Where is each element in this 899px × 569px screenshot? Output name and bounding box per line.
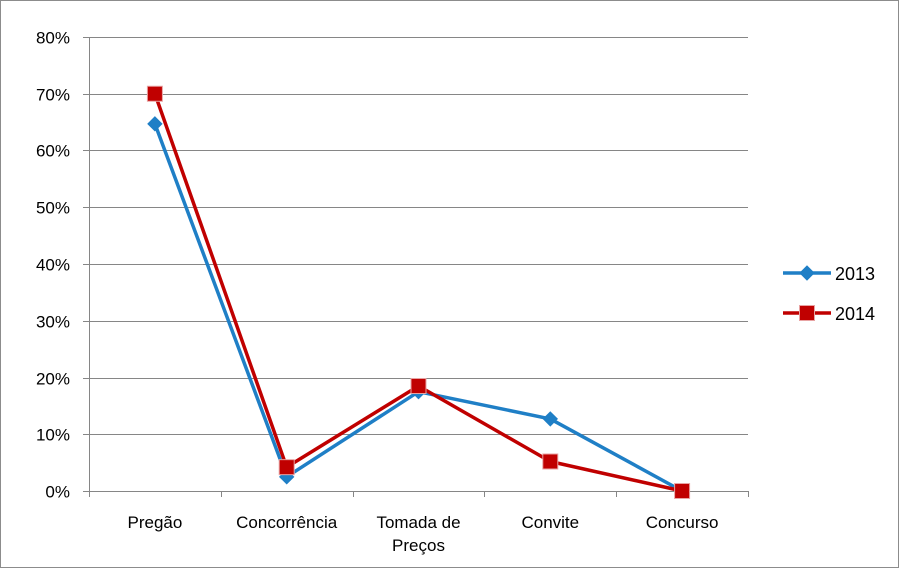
y-tick-label: 80% xyxy=(36,29,70,48)
legend-marker xyxy=(799,305,815,321)
y-tick-label: 30% xyxy=(36,313,70,332)
series-line xyxy=(153,93,683,493)
x-tick-label: Tomada de Preços xyxy=(376,513,460,555)
data-point xyxy=(674,483,691,499)
y-tick-label: 40% xyxy=(36,256,70,275)
legend-item-2013: 2013 xyxy=(783,264,875,284)
data-point xyxy=(542,453,559,470)
series-2014 xyxy=(146,85,691,499)
y-tick-label: 50% xyxy=(36,199,70,218)
x-tick-label: Convite xyxy=(521,513,579,532)
y-tick-label: 0% xyxy=(45,483,70,502)
legend: 2013 2014 xyxy=(783,264,875,324)
y-tick-label: 20% xyxy=(36,370,70,389)
axes xyxy=(83,37,749,497)
y-tick-label: 60% xyxy=(36,142,70,161)
data-point xyxy=(146,85,163,102)
x-tick-label: Concorrência xyxy=(236,513,338,532)
y-tick-label: 70% xyxy=(36,86,70,105)
gridlines xyxy=(89,37,748,435)
legend-item-2014: 2014 xyxy=(783,304,875,324)
data-point xyxy=(278,459,295,476)
y-tick-label: 10% xyxy=(36,426,70,445)
data-point xyxy=(410,378,427,395)
legend-label: 2013 xyxy=(835,264,875,284)
series-line xyxy=(153,123,683,493)
legend-marker xyxy=(799,265,815,281)
legend-label: 2014 xyxy=(835,304,875,324)
y-axis-tick-labels: 0% 10% 20% 30% 40% 50% 60% 70% 80% xyxy=(36,29,70,502)
x-tick-label: Concurso xyxy=(646,513,719,532)
data-point xyxy=(147,116,163,132)
x-tick-label: Pregão xyxy=(127,513,182,532)
series-lines xyxy=(146,85,691,499)
x-axis-tick-labels: Pregão Concorrência Tomada de Preços Convite… xyxy=(127,513,718,555)
data-point xyxy=(542,411,559,427)
